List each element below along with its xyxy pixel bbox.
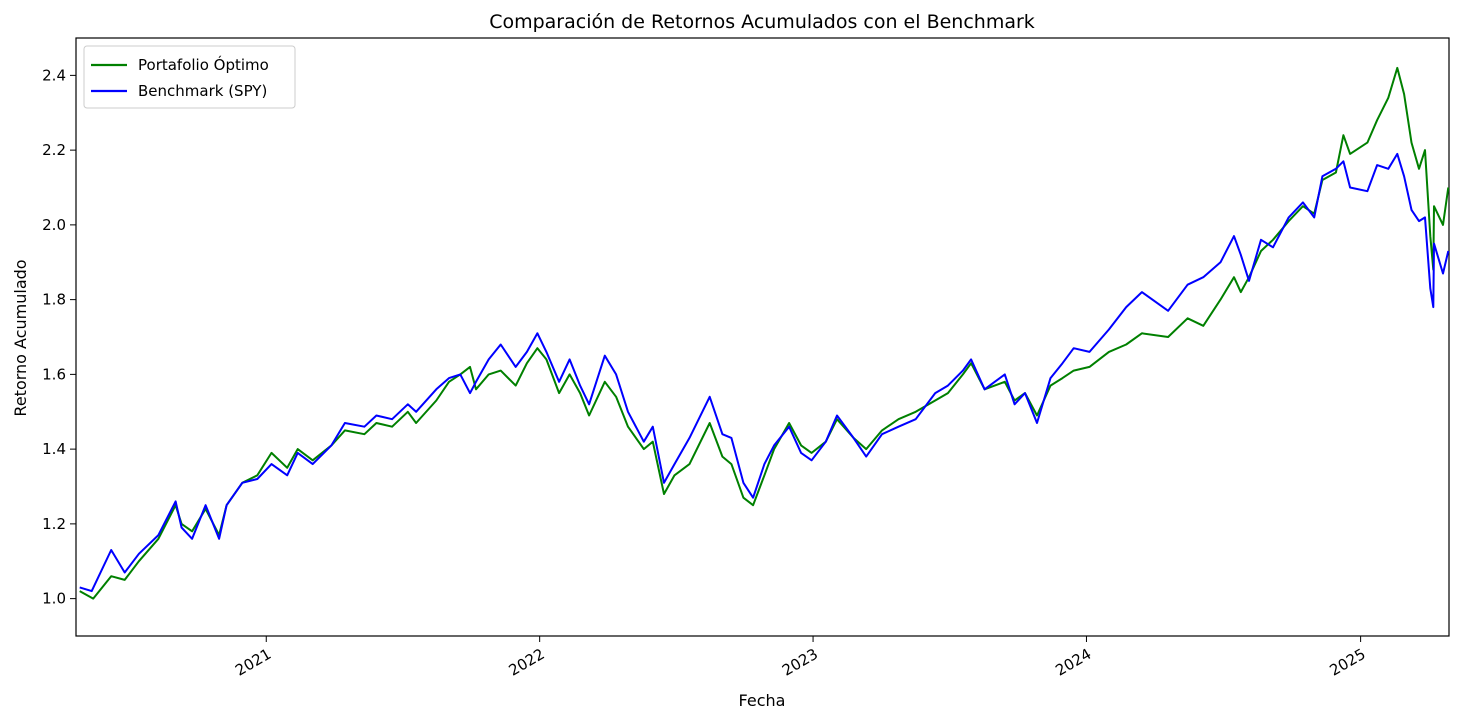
y-tick-label: 1.0 <box>42 590 66 608</box>
y-tick-label: 1.4 <box>42 440 66 458</box>
y-axis-label: Retorno Acumulado <box>11 259 30 416</box>
series-line-0 <box>79 66 1450 600</box>
plot-frame <box>75 37 1450 637</box>
chart-title: Comparación de Retornos Acumulados con e… <box>489 11 1035 33</box>
x-tick-label: 2022 <box>506 645 548 680</box>
x-axis-ticks: 2021 2022 2023 2024 2025 <box>232 636 1369 680</box>
legend-label-portafolio: Portafolio Óptimo <box>138 55 269 74</box>
y-tick-label: 2.0 <box>42 216 66 234</box>
legend-box <box>83 45 296 109</box>
y-tick-label: 1.6 <box>42 365 66 383</box>
x-tick-label: 2021 <box>232 645 274 680</box>
y-axis-ticks: 1.0 1.2 1.4 1.6 1.8 2.0 2.2 2.4 <box>42 66 76 608</box>
y-tick-label: 2.2 <box>42 141 66 159</box>
x-axis-label: Fecha <box>739 691 786 710</box>
x-tick-label: 2024 <box>1052 645 1094 680</box>
plot-area: 2021 2022 2023 2024 2025 1.0 1.2 1.4 1.6 1.8 2.0 2… <box>42 37 1450 680</box>
series-layer <box>79 66 1450 600</box>
x-tick-label: 2023 <box>779 645 821 680</box>
legend: Portafolio Óptimo Benchmark (SPY) <box>83 45 296 109</box>
x-tick-label: 2025 <box>1327 645 1369 680</box>
y-tick-label: 1.8 <box>42 291 66 309</box>
series-line-1 <box>79 152 1450 593</box>
y-tick-label: 2.4 <box>42 66 66 84</box>
y-tick-label: 1.2 <box>42 515 66 533</box>
legend-label-benchmark: Benchmark (SPY) <box>138 82 267 100</box>
